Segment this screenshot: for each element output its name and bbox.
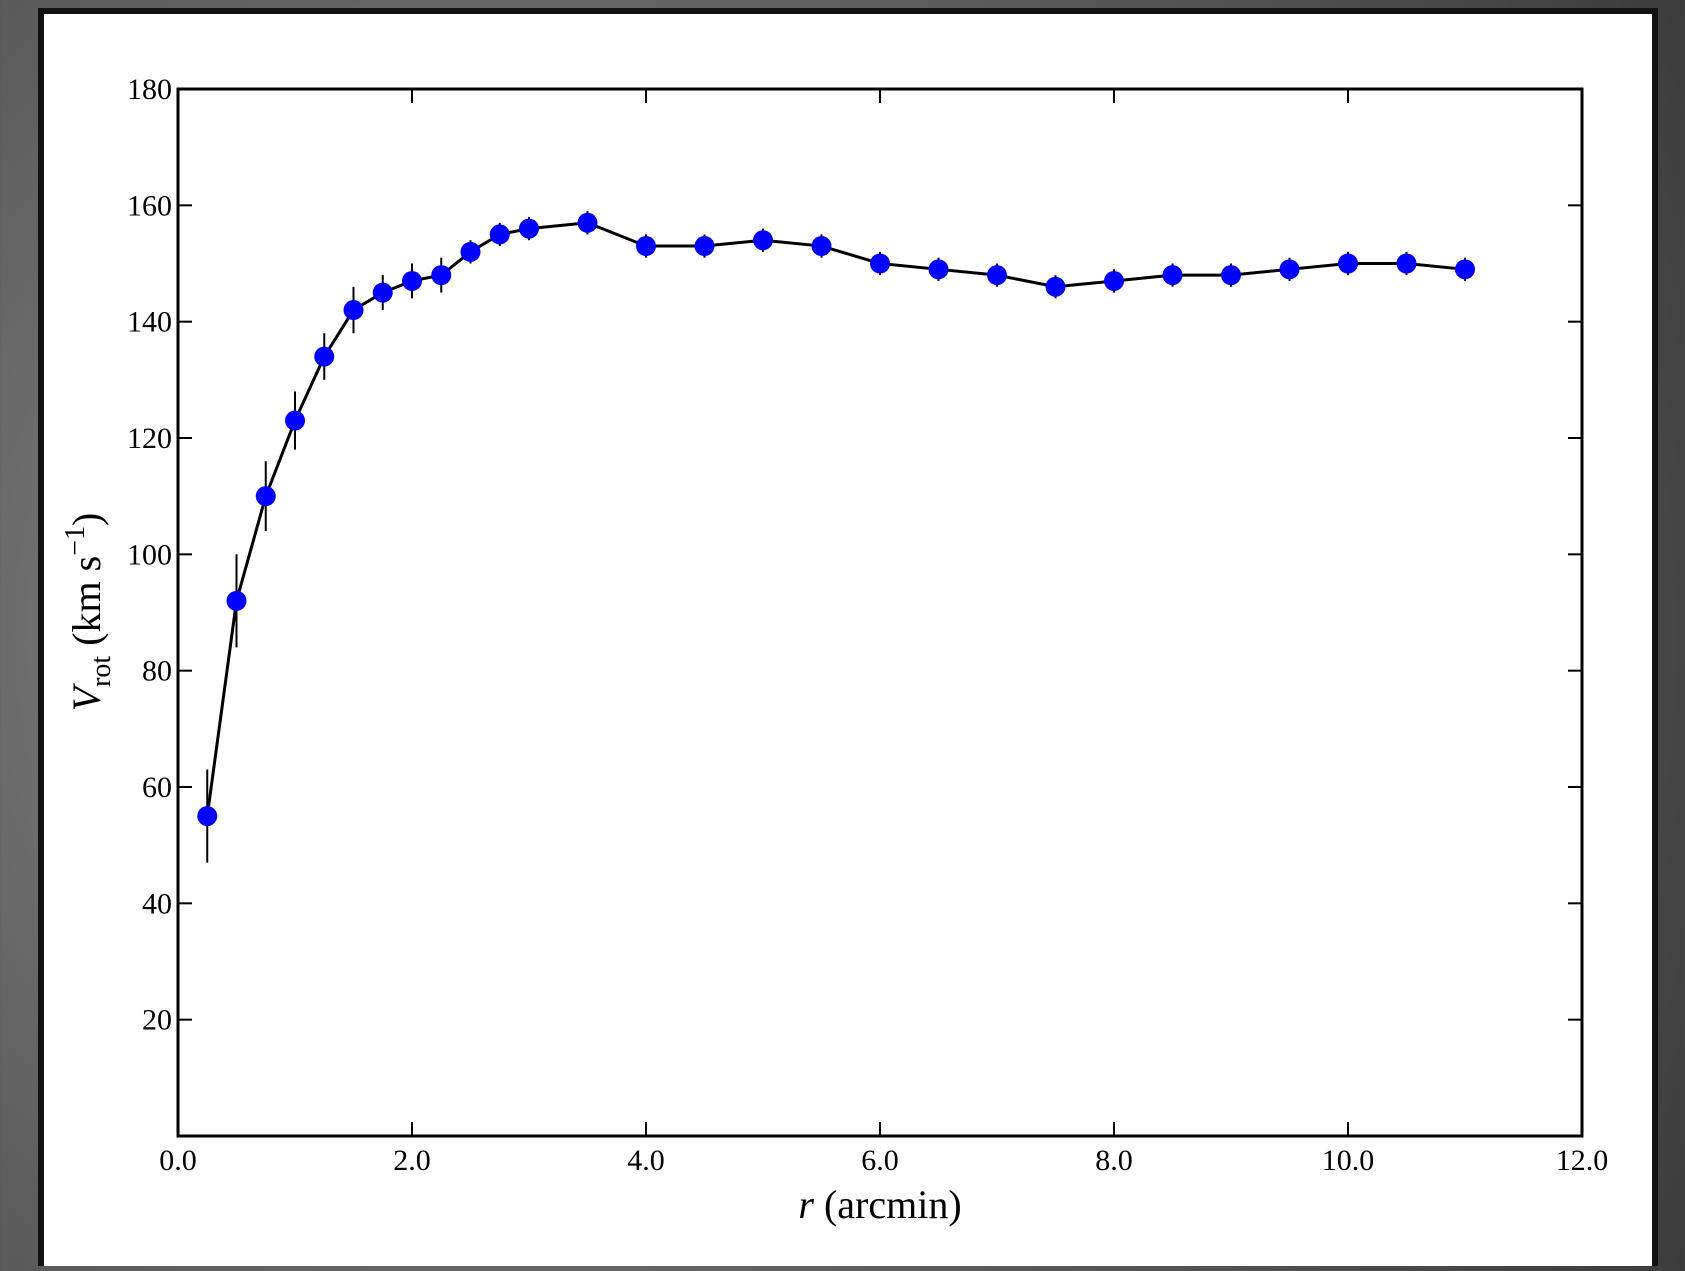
data-point [1162, 265, 1183, 286]
x-label-unit: (arcmin) [814, 1182, 962, 1227]
data-point [431, 265, 452, 286]
x-tick-label: 8.0 [1095, 1144, 1133, 1177]
y-tick-label: 80 [142, 655, 172, 688]
y-tick-label: 180 [127, 73, 172, 106]
data-point [489, 224, 510, 245]
x-label-symbol: r [798, 1182, 814, 1227]
data-point [636, 236, 656, 257]
data-point [928, 259, 949, 280]
data-point [255, 486, 276, 507]
data-point [694, 236, 715, 257]
y-tick-label: 40 [142, 887, 172, 920]
data-point [460, 241, 481, 262]
x-tick-label: 6.0 [861, 1144, 899, 1177]
x-tick-label: 0.0 [159, 1144, 197, 1177]
y-label-unit: (km s [64, 556, 109, 656]
data-point [1104, 270, 1124, 291]
data-point [987, 265, 1007, 286]
y-tick-label: 20 [142, 1004, 172, 1037]
data-point [870, 253, 890, 274]
data-point [1396, 253, 1417, 274]
y-label-exponent: −1 [60, 526, 91, 556]
data-point [1455, 259, 1475, 280]
y-label-subscript: rot [86, 656, 117, 687]
data-line [205, 221, 1466, 817]
data-point [577, 212, 598, 233]
y-tick-label: 60 [142, 771, 172, 804]
y-tick-label: 160 [127, 189, 172, 222]
data-point [226, 590, 247, 611]
y-tick-label: 100 [127, 538, 172, 571]
x-axis-label: r (arcmin) [798, 1182, 961, 1227]
data-point [285, 410, 305, 431]
data-point [753, 230, 773, 251]
x-tick-label: 10.0 [1322, 1144, 1375, 1177]
y-tick-label: 140 [127, 306, 172, 339]
data-point [1279, 259, 1300, 280]
y-label-close: ) [64, 513, 109, 526]
y-tick-label: 120 [127, 422, 172, 455]
y-label-symbol: V [64, 682, 109, 711]
data-point [197, 806, 218, 827]
data-point [519, 218, 539, 239]
data-point [314, 346, 335, 367]
data-point [811, 236, 832, 257]
data-point [343, 300, 364, 321]
x-tick-label: 2.0 [393, 1144, 431, 1177]
x-tick-label: 12.0 [1556, 1144, 1609, 1177]
data-point [372, 282, 393, 303]
panel [38, 8, 1658, 1271]
data-point [1338, 253, 1358, 274]
data-point [1221, 265, 1241, 286]
y-axis-label: Vrot (km s−1) [60, 513, 117, 712]
data-point [1045, 276, 1066, 297]
x-tick-label: 4.0 [627, 1144, 665, 1177]
data-point [402, 270, 422, 291]
